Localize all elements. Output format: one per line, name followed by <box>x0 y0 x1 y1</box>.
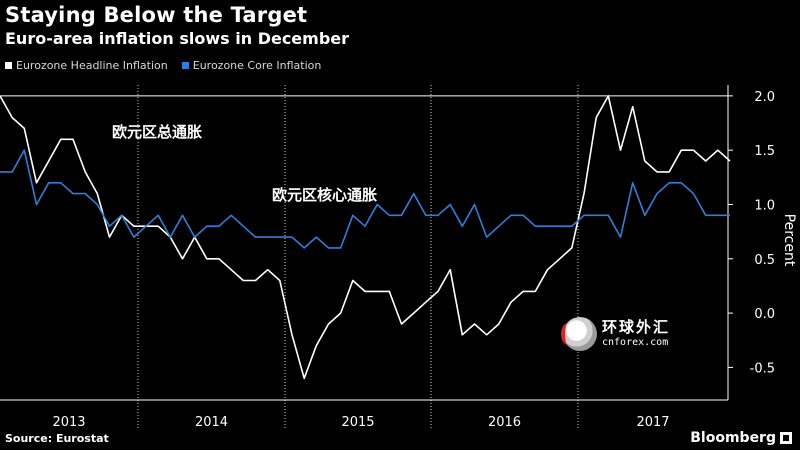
legend-label-core: Eurozone Core Inflation <box>192 59 322 72</box>
annotation-headline: 欧元区总通胀 <box>112 123 202 141</box>
watermark: 环球外汇 cnforex.com <box>561 317 671 351</box>
cnforex-logo-icon <box>561 317 597 351</box>
legend-label-headline: Eurozone Headline Inflation <box>16 59 168 72</box>
watermark-cn-text: 环球外汇 <box>602 318 671 336</box>
y-tick-label: 2.0 <box>754 90 775 105</box>
watermark-en-text: cnforex.com <box>602 337 669 348</box>
y-tick-label: 0.5 <box>754 253 775 268</box>
chart-title: Staying Below the Target <box>5 3 308 27</box>
y-tick-label: 0.0 <box>754 307 775 322</box>
x-tick-label: 2014 <box>195 415 228 430</box>
legend-swatch-headline <box>5 62 12 69</box>
y-tick-label: -0.5 <box>750 361 775 376</box>
y-tick-label: 1.5 <box>754 144 775 159</box>
x-tick-label: 2017 <box>636 415 669 430</box>
y-axis-label: Percent <box>781 214 797 267</box>
legend-item-core: Eurozone Core Inflation <box>181 59 322 72</box>
chart-subtitle: Euro-area inflation slows in December <box>5 29 350 48</box>
annotation-core: 欧元区核心通胀 <box>272 186 377 204</box>
legend: Eurozone Headline Inflation Eurozone Cor… <box>5 59 321 72</box>
x-tick-label: 2015 <box>341 415 374 430</box>
series-line-core <box>0 149 730 249</box>
brand: Bloomberg <box>690 430 792 446</box>
source-note: Source: Eurostat <box>5 432 109 445</box>
x-tick-label: 2016 <box>488 415 521 430</box>
brand-label: Bloomberg <box>690 430 776 446</box>
legend-swatch-core <box>181 62 189 69</box>
y-tick-label: 1.0 <box>754 198 775 213</box>
bloomberg-logo-icon <box>780 432 792 444</box>
x-tick-label: 2013 <box>52 415 85 430</box>
legend-item-headline: Eurozone Headline Inflation <box>5 59 168 72</box>
